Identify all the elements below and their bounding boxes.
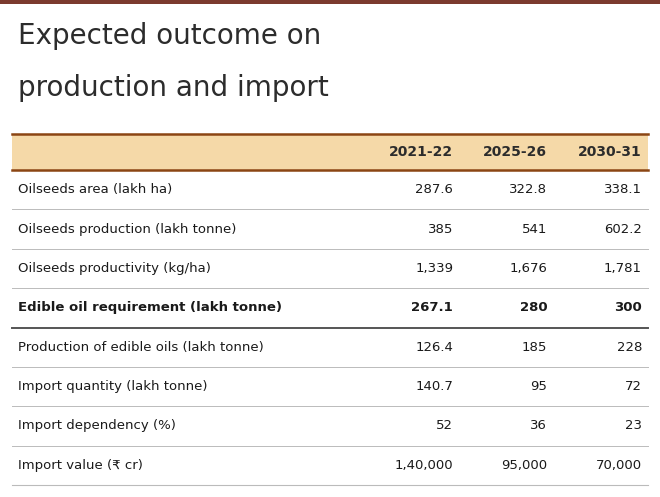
Text: 185: 185: [522, 340, 547, 354]
Text: 1,676: 1,676: [510, 262, 547, 275]
Text: 95,000: 95,000: [501, 459, 547, 472]
Text: 2030-31: 2030-31: [578, 145, 642, 159]
Text: 70,000: 70,000: [596, 459, 642, 472]
Text: 267.1: 267.1: [411, 301, 453, 314]
Text: 126.4: 126.4: [415, 340, 453, 354]
Text: 280: 280: [519, 301, 547, 314]
Text: production and import: production and import: [18, 74, 329, 102]
Text: 338.1: 338.1: [604, 183, 642, 196]
Text: 300: 300: [614, 301, 642, 314]
Text: 228: 228: [616, 340, 642, 354]
Text: Import value (₹ cr): Import value (₹ cr): [18, 459, 143, 472]
Text: 1,339: 1,339: [415, 262, 453, 275]
Text: Production of edible oils (lakh tonne): Production of edible oils (lakh tonne): [18, 340, 264, 354]
Text: 2021-22: 2021-22: [389, 145, 453, 159]
Text: 95: 95: [531, 380, 547, 393]
Text: 1,781: 1,781: [604, 262, 642, 275]
Text: 72: 72: [625, 380, 642, 393]
Text: 140.7: 140.7: [415, 380, 453, 393]
Text: 287.6: 287.6: [415, 183, 453, 196]
Text: Oilseeds production (lakh tonne): Oilseeds production (lakh tonne): [18, 223, 236, 236]
Text: Oilseeds area (lakh ha): Oilseeds area (lakh ha): [18, 183, 172, 196]
Text: Import quantity (lakh tonne): Import quantity (lakh tonne): [18, 380, 207, 393]
Text: 385: 385: [428, 223, 453, 236]
Text: 36: 36: [531, 419, 547, 432]
Text: Import dependency (%): Import dependency (%): [18, 419, 176, 432]
Text: 1,40,000: 1,40,000: [395, 459, 453, 472]
Text: 23: 23: [625, 419, 642, 432]
Bar: [12, 134, 648, 170]
Text: 52: 52: [436, 419, 453, 432]
Text: Oilseeds productivity (kg/ha): Oilseeds productivity (kg/ha): [18, 262, 211, 275]
Text: 602.2: 602.2: [604, 223, 642, 236]
Text: 322.8: 322.8: [510, 183, 547, 196]
Text: 2025-26: 2025-26: [483, 145, 547, 159]
Text: Expected outcome on: Expected outcome on: [18, 22, 321, 50]
Bar: [0, 0, 660, 4]
Text: 541: 541: [522, 223, 547, 236]
Text: Edible oil requirement (lakh tonne): Edible oil requirement (lakh tonne): [18, 301, 282, 314]
